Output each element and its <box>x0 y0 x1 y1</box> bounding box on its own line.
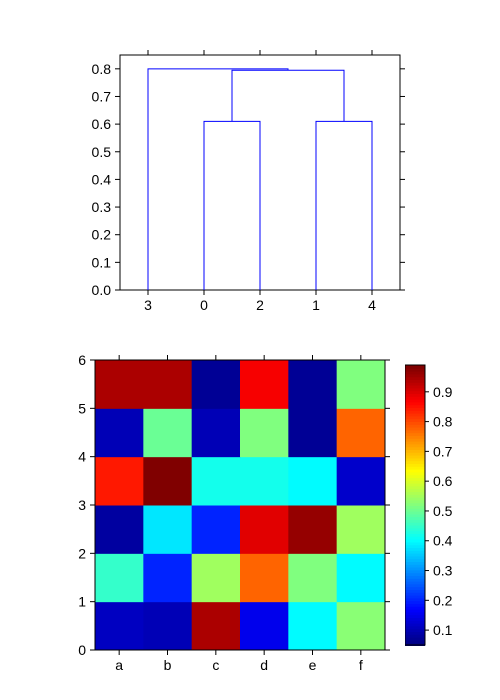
heatmap-xtick-label: f <box>359 657 363 673</box>
colorbar-tick-label: 0.8 <box>433 414 453 430</box>
heatmap-cell <box>240 457 289 506</box>
dendro-ytick-label: 0.8 <box>92 61 112 77</box>
heatmap-cell <box>240 602 289 651</box>
dendro-ytick-label: 0.1 <box>92 254 112 270</box>
heatmap-xtick-label: a <box>115 657 123 673</box>
heatmap-cell <box>95 360 144 409</box>
colorbar-tick-label: 0.7 <box>433 443 453 459</box>
heatmap-cell <box>240 553 289 602</box>
heatmap-cell <box>288 408 337 457</box>
heatmap-cell <box>95 602 144 651</box>
heatmap-xtick-label: c <box>212 657 219 673</box>
heatmap-cell <box>192 457 241 506</box>
heatmap-xtick-label: d <box>260 657 268 673</box>
dendro-xtick-label: 0 <box>200 297 208 313</box>
dendro-ytick-label: 0.0 <box>92 282 112 298</box>
heatmap-cell <box>288 602 337 651</box>
colorbar-tick-label: 0.6 <box>433 473 453 489</box>
dendrogram-link <box>232 70 344 121</box>
dendro-xtick-label: 2 <box>256 297 264 313</box>
heatmap-cell <box>143 360 192 409</box>
dendrogram-link <box>316 121 372 290</box>
colorbar: 0.1 0.2 0.3 0.4 0.5 0.6 0.7 0.8 0.9 <box>405 360 480 650</box>
colorbar-tick-label: 0.5 <box>433 503 453 519</box>
dendrogram-link <box>148 69 288 290</box>
heatmap-cell <box>192 505 241 554</box>
heatmap-cell <box>192 602 241 651</box>
colorbar-tick-label: 0.2 <box>433 592 453 608</box>
heatmap-cell <box>95 553 144 602</box>
heatmap-cell <box>192 553 241 602</box>
heatmap-cell <box>337 360 386 409</box>
heatmap-ytick-label: 6 <box>78 352 86 368</box>
dendro-xtick-label: 3 <box>144 297 152 313</box>
heatmap-xtick-label: e <box>309 657 317 673</box>
heatmap-ytick-label: 4 <box>78 449 86 465</box>
heatmap-cell <box>240 408 289 457</box>
heatmap-cell <box>192 408 241 457</box>
heatmap-cell <box>95 457 144 506</box>
heatmap-cell <box>337 553 386 602</box>
colorbar-tick-label: 0.9 <box>433 384 453 400</box>
dendro-xtick-label: 4 <box>368 297 376 313</box>
dendro-ytick-label: 0.5 <box>92 144 112 160</box>
heatmap-cell <box>143 505 192 554</box>
heatmap-ytick-label: 3 <box>78 497 86 513</box>
dendro-ytick-label: 0.3 <box>92 199 112 215</box>
heatmap-ytick-label: 1 <box>78 594 86 610</box>
dendro-ytick-label: 0.4 <box>92 171 112 187</box>
heatmap-cell <box>95 505 144 554</box>
heatmap-ytick-label: 5 <box>78 400 86 416</box>
heatmap-cell <box>240 505 289 554</box>
colorbar-tick-label: 0.4 <box>433 533 453 549</box>
heatmap-cell <box>337 505 386 554</box>
heatmap-cell <box>337 602 386 651</box>
heatmap-cell <box>143 457 192 506</box>
dendro-ytick-label: 0.2 <box>92 227 112 243</box>
heatmap-cell <box>95 408 144 457</box>
colorbar-tick-label: 0.3 <box>433 563 453 579</box>
heatmap-cell <box>288 505 337 554</box>
heatmap-cell <box>192 360 241 409</box>
heatmap-ytick-label: 2 <box>78 545 86 561</box>
heatmap-cell <box>240 360 289 409</box>
dendro-ytick-label: 0.7 <box>92 88 112 104</box>
heatmap-cell <box>143 408 192 457</box>
heatmap-cell <box>288 360 337 409</box>
dendrogram-link <box>204 121 260 290</box>
heatmap-cell <box>143 553 192 602</box>
dendro-xtick-label: 1 <box>312 297 320 313</box>
heatmap-cell <box>337 408 386 457</box>
heatmap-cell <box>143 602 192 651</box>
colorbar-tick-label: 0.1 <box>433 622 453 638</box>
heatmap-cell <box>288 457 337 506</box>
heatmap-cell <box>337 457 386 506</box>
heatmap-cell <box>288 553 337 602</box>
dendro-ytick-label: 0.6 <box>92 116 112 132</box>
dendrogram-chart: 0.0 0.1 0.2 0.3 0.4 0.5 0.6 0.7 0.8 3 0 2 1 4 <box>70 45 410 320</box>
heatmap-xtick-label: b <box>164 657 172 673</box>
heatmap-ytick-label: 0 <box>78 642 86 658</box>
heatmap-chart: 0 1 2 3 4 5 6 a b c d e f <box>60 350 395 680</box>
